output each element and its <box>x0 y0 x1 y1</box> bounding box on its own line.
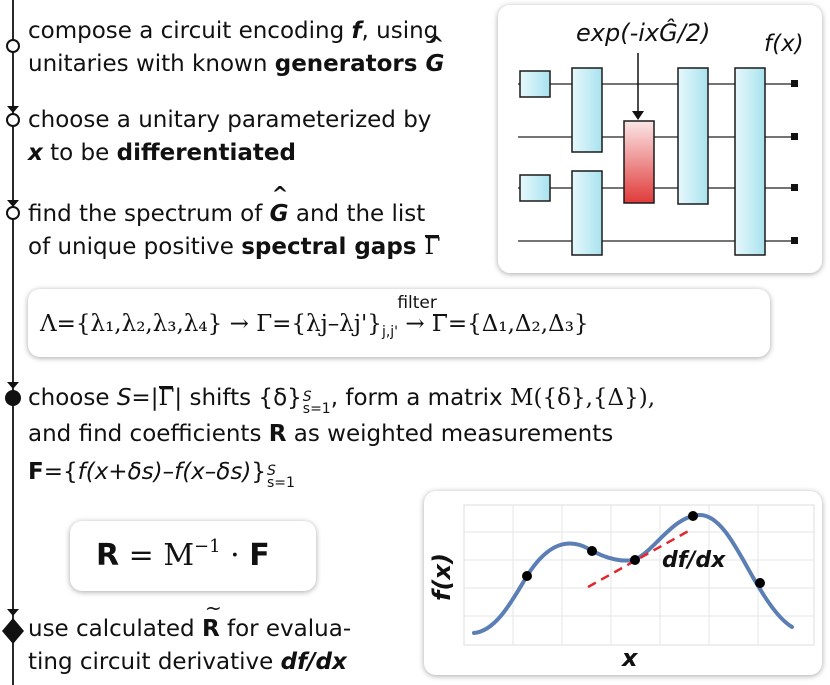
g-hat-symbol: ^ G <box>425 32 445 77</box>
step-5-line-1: use calculated ~ R for evalua- <box>28 596 352 645</box>
derivative-annotation: df/dx <box>662 548 726 573</box>
step-3-text-2: of unique positive <box>28 234 242 260</box>
step-3-text: find the spectrum of <box>28 201 270 227</box>
differentiated-term: differentiated <box>116 140 296 166</box>
plot-card: df/dx x f(x) <box>424 491 822 675</box>
sample-point <box>688 511 698 521</box>
derivative-term: df/dx <box>280 649 347 675</box>
tangent-line <box>587 527 693 589</box>
r-tilde-symbol: ~ R <box>201 596 222 642</box>
measure-4 <box>791 237 798 244</box>
gate-two-qubit-2 <box>571 170 603 256</box>
step-1-line-2: unitaries with known generators ^ G <box>28 32 445 80</box>
step-1-text: compose a circuit encoding <box>28 18 352 44</box>
inverse-exponent: −1 <box>194 536 221 557</box>
arrow: → <box>229 311 249 337</box>
step-5-line-2: ting circuit derivative df/dx <box>28 646 347 678</box>
gate-single-1 <box>519 70 551 98</box>
difference-expression: f(x+δs)–f(x–δs) <box>77 459 252 485</box>
step-4-text-3: as weighted measurements <box>286 421 614 447</box>
measure-3 <box>791 184 798 191</box>
step-3-line-2: of unique positive spectral gaps Γ <box>28 231 440 263</box>
filter-arrow: filter → <box>397 293 437 337</box>
step-5-text-tail: for evalua- <box>219 616 352 642</box>
step-marker-5 <box>2 618 24 644</box>
arrow-marker-2 <box>7 106 19 113</box>
step-3-text-tail: and the list <box>288 201 426 227</box>
r-lhs: R <box>96 538 120 573</box>
measure-1 <box>791 80 798 87</box>
sample-point <box>630 555 640 565</box>
gamma-set: Γ={λj–λj'} <box>256 311 382 337</box>
step-1-text-tail: , using <box>361 18 439 44</box>
shifts-text: | shifts {δ} <box>174 385 302 411</box>
step-5-text-2: ting circuit derivative <box>28 649 281 675</box>
gamma-subscript: j,j' <box>381 324 399 340</box>
gate-label: exp(-ixĜ/2) <box>576 19 711 47</box>
f-rhs: F <box>249 538 270 573</box>
step-2-text-2: to be <box>42 140 117 166</box>
spectrum-equation: Λ={λ₁,λ₂,λ₃,λ₄} → Γ={λj–λj'}j,j' filter … <box>40 293 589 340</box>
function-plot <box>463 504 815 646</box>
coefficient-equation-card: R = M−1 · F <box>70 521 316 591</box>
step-2-line-2: x to be differentiated <box>28 137 296 169</box>
f-symbol: f <box>351 18 362 44</box>
flow-line <box>2 0 24 685</box>
x-symbol: x <box>28 140 43 166</box>
gamma-bar-symbol-2: Γ <box>158 385 175 411</box>
gate-four-qubit <box>734 67 766 256</box>
step-4-text-2: and find coefficients <box>28 421 269 447</box>
step-4-line-2: and find coefficients R as weighted meas… <box>28 418 613 450</box>
step-1-line-1: compose a circuit encoding f, using <box>28 15 438 47</box>
matrix-symbol: M({δ},{Δ}), <box>509 385 656 411</box>
step-marker-2 <box>6 113 20 127</box>
step-3-line-1: find the spectrum of ^ G and the list <box>28 182 426 230</box>
filter-label: filter <box>397 293 437 313</box>
x-axis-label: x <box>622 644 638 672</box>
step-2-line-1: choose a unitary parameterized by <box>28 104 431 136</box>
y-axis-label: f(x) <box>428 553 456 601</box>
step-4-text: choose <box>28 385 117 411</box>
gamma-bar-eq: Γ <box>431 311 448 337</box>
spectrum-equation-card: Λ={λ₁,λ₂,λ₃,λ₄} → Γ={λj–λj'}j,j' filter … <box>28 289 770 357</box>
step-marker-3 <box>6 206 20 220</box>
arrow-marker-4 <box>7 382 19 389</box>
spectral-gaps-term: spectral gaps <box>241 234 425 260</box>
step-marker-1 <box>6 39 20 53</box>
output-label: f(x) <box>764 31 804 57</box>
gate-three-qubit <box>677 67 709 205</box>
measure-2 <box>791 133 798 140</box>
step-marker-4 <box>5 390 21 406</box>
lambda-set: Λ={λ₁,λ₂,λ₃,λ₄} <box>40 311 223 337</box>
m-matrix: M <box>163 538 195 573</box>
quantum-circuit <box>518 53 798 256</box>
sample-point <box>587 546 597 556</box>
step-2-text: choose a unitary parameterized by <box>28 107 432 133</box>
sample-point <box>755 578 765 588</box>
s-symbol: S <box>116 385 132 411</box>
arrow-marker-5 <box>7 609 19 616</box>
gamma-bar-symbol: Γ <box>424 234 441 260</box>
step-1-text-2: unitaries with known <box>28 51 275 77</box>
gate-two-qubit-1 <box>571 67 603 153</box>
g-hat-symbol-2: ^ G <box>269 182 289 227</box>
step-5-text: use calculated <box>28 616 202 642</box>
sample-point <box>522 571 532 581</box>
coefficient-equation: R = M−1 · F <box>96 536 270 573</box>
generators-term: generators <box>274 51 426 77</box>
r-symbol: R <box>268 421 287 447</box>
gamma-bar-set: ={Δ₁,Δ₂,Δ₃} <box>447 311 589 337</box>
gate-single-2 <box>519 174 551 202</box>
F-symbol: F <box>28 459 44 485</box>
parameterized-gate <box>623 120 655 204</box>
matrix-text: , form a matrix <box>330 385 510 411</box>
arrow-marker-3 <box>7 200 19 207</box>
circuit-card: exp(-ixĜ/2) f(x) <box>498 5 822 273</box>
